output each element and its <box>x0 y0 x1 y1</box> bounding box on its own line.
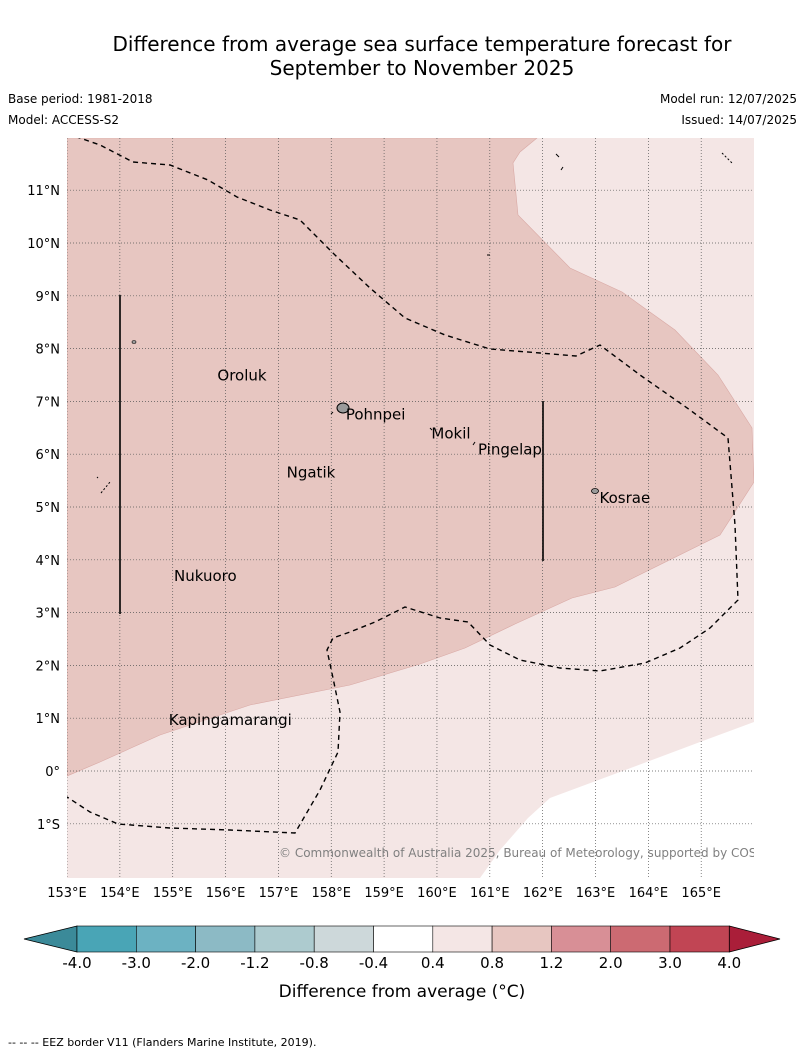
latitude-tick-label: 7°N <box>36 395 61 410</box>
longitude-tick-label: 154°E <box>100 886 140 901</box>
pohnpei-island-shape <box>336 402 350 414</box>
colorbar-segment <box>432 925 493 953</box>
longitude-tick-label: 163°E <box>576 886 616 901</box>
place-label-pohnpei: Pohnpei <box>346 406 406 424</box>
longitude-tick-label: 160°E <box>417 886 457 901</box>
latitude-tick-label: 8°N <box>36 343 61 358</box>
issued-date: Issued: 14/07/2025 <box>681 113 797 127</box>
place-labels: Oroluk Pohnpei Mokil Pingelap Ngatik Kosrae Nu… <box>169 367 650 729</box>
mokil-atoll-shape <box>429 427 433 431</box>
latitude-tick-label: 9°N <box>36 290 61 305</box>
latitude-tick-label: 1°S <box>37 818 60 833</box>
place-label-mokil: Mokil <box>431 425 470 443</box>
pingelap-atoll-shape <box>472 441 476 446</box>
colorbar-segment <box>373 925 434 953</box>
colorbar-tick-label: -0.4 <box>359 954 388 972</box>
longitude-tick-label: 161°E <box>470 886 510 901</box>
colorbar-tick-label: 4.0 <box>717 954 741 972</box>
latitude-tick-label: 4°N <box>36 554 61 569</box>
colorbar-segment <box>76 925 137 953</box>
latitude-tick-label: 1°N <box>36 712 61 727</box>
longitude-tick-label: 164°E <box>629 886 669 901</box>
model-name: Model: ACCESS-S2 <box>8 113 120 127</box>
longitude-tick-labels: 153°E 154°E 155°E 156°E 157°E 158°E 159°E 160°E… <box>47 886 721 901</box>
colorbar-tick-label: 0.8 <box>480 954 504 972</box>
eez-footnote: -- -- -- EEZ border V11 (Flanders Marine… <box>8 1036 317 1049</box>
colorbar-under-arrow <box>23 925 78 953</box>
colorbar-segment <box>669 925 730 953</box>
colorbar: -4.0 -3.0 -2.0 -1.2 -0.8 -0.4 0.4 0.8 1.2 2.0 3.0 4… <box>23 925 781 972</box>
eez-border-north <box>67 138 739 834</box>
latitude-tick-label: 2°N <box>36 659 61 674</box>
latitude-tick-label: 10°N <box>27 237 60 252</box>
atoll-shape <box>555 153 560 158</box>
forecast-map: Oroluk Pohnpei Mokil Pingelap Ngatik Kosrae Nu… <box>23 138 784 1002</box>
longitude-tick-label: 155°E <box>153 886 193 901</box>
colorbar-tick-label: -1.2 <box>240 954 269 972</box>
place-label-ngatik: Ngatik <box>287 463 336 481</box>
colorbar-tick-label: 1.2 <box>539 954 563 972</box>
colorbar-tick-label: 3.0 <box>658 954 682 972</box>
colorbar-segment <box>551 925 612 953</box>
colorbar-tick-label: -2.0 <box>181 954 210 972</box>
atoll-shape <box>131 340 137 344</box>
colorbar-tick-label: -0.8 <box>300 954 329 972</box>
longitude-tick-label: 157°E <box>259 886 299 901</box>
latitude-tick-label: 11°N <box>27 184 60 199</box>
latitude-tick-label: 0° <box>45 765 60 780</box>
colorbar-segment <box>610 925 671 953</box>
colorbar-tick-label: 0.4 <box>421 954 445 972</box>
title-line-1: Difference from average sea surface temp… <box>112 32 732 56</box>
atoll-shape <box>96 476 99 479</box>
longitude-tick-label: 165°E <box>681 886 721 901</box>
anomaly-band-0-8-1-2 <box>67 138 754 777</box>
longitude-tick-label: 156°E <box>206 886 246 901</box>
title-line-2: September to November 2025 <box>269 56 575 80</box>
colorbar-over-arrow <box>728 925 781 953</box>
kosrae-island-shape <box>591 488 599 494</box>
longitude-tick-label: 158°E <box>311 886 351 901</box>
colorbar-segment <box>254 925 315 953</box>
colorbar-tick-label: 2.0 <box>599 954 623 972</box>
latitude-tick-label: 3°N <box>36 607 61 622</box>
place-label-kapingamarangi: Kapingamarangi <box>169 711 292 729</box>
colorbar-tick-label: -3.0 <box>122 954 151 972</box>
model-run: Model run: 12/07/2025 <box>659 92 797 106</box>
latitude-tick-label: 5°N <box>36 501 61 516</box>
colorbar-segment <box>313 925 374 953</box>
longitude-tick-label: 162°E <box>523 886 563 901</box>
base-period: Base period: 1981-2018 <box>8 92 153 106</box>
colorbar-segment <box>195 925 256 953</box>
colorbar-label: Difference from average (°C) <box>279 982 526 1002</box>
place-label-oroluk: Oroluk <box>217 367 266 385</box>
place-label-nukuoro: Nukuoro <box>174 567 237 585</box>
ant-atoll-shape <box>330 411 334 415</box>
latitude-tick-labels: 11°N 10°N 9°N 8°N 7°N 6°N 5°N 4°N 3°N 2°N 1°N 0° 1°S <box>27 184 60 833</box>
place-label-pingelap: Pingelap <box>478 441 542 459</box>
colorbar-tick-label: -4.0 <box>62 954 91 972</box>
copyright-notice: © Commonwealth of Australia 2025, Bureau… <box>279 846 784 860</box>
colorbar-segment <box>491 925 552 953</box>
island-shapes <box>96 152 733 494</box>
map-title: Difference from average sea surface temp… <box>0 32 804 80</box>
atoll-shape <box>560 166 564 171</box>
place-label-kosrae: Kosrae <box>600 489 651 507</box>
map-plot-area: Oroluk Pohnpei Mokil Pingelap Ngatik Kosrae Nu… <box>67 138 784 878</box>
longitude-tick-label: 159°E <box>364 886 404 901</box>
longitude-tick-label: 153°E <box>47 886 87 901</box>
latitude-tick-label: 6°N <box>36 448 61 463</box>
colorbar-segment <box>136 925 196 953</box>
